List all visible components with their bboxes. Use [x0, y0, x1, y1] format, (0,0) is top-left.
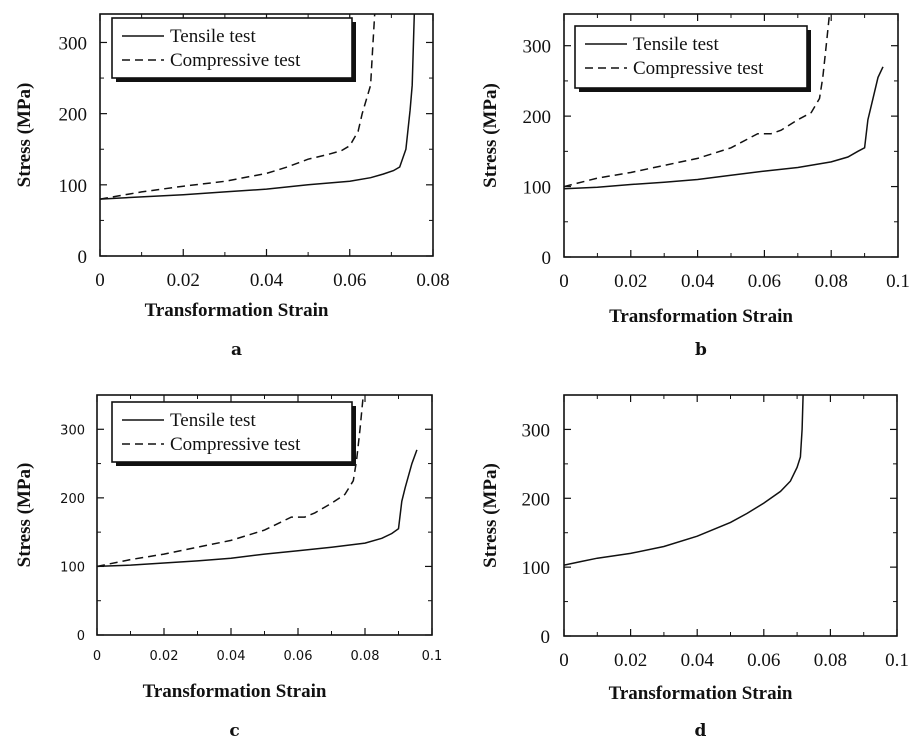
- x-tick-label: 0.1: [422, 649, 443, 664]
- x-tick-label: 0: [559, 271, 569, 292]
- panel-letter: b: [695, 340, 707, 360]
- y-tick-label: 300: [59, 33, 88, 54]
- compressive-test-line: [100, 14, 376, 200]
- legend-label: Tensile test: [170, 410, 256, 431]
- legend-box: [111, 17, 353, 79]
- x-tick-label: 0.08: [815, 271, 848, 292]
- tensile-test-line: [97, 449, 418, 568]
- y-tick-label: 0: [77, 629, 85, 644]
- tensile-test-line: [100, 14, 416, 200]
- y-axis-title: Stress (MPa): [480, 463, 501, 568]
- legend-box: [574, 25, 808, 89]
- x-tick-label: 0.06: [747, 650, 780, 671]
- x-tick-label: 0.02: [614, 271, 647, 292]
- plot-frame: [563, 394, 898, 637]
- panel-b-chart: 0 0.02 0.04 0.06 0.08 0.1 0 100 200 300 Transforma…: [480, 13, 910, 360]
- x-tick-label: 0.08: [814, 650, 847, 671]
- x-tick-label: 0: [559, 650, 569, 671]
- panel-c-chart: 0 0.02 0.04 0.06 0.08 0.1 0 100 200 300 Transforma…: [14, 394, 443, 741]
- x-tick-label: 0.08: [416, 270, 449, 291]
- y-axis-title: Stress (MPa): [480, 83, 501, 188]
- y-tick-label: 200: [59, 105, 88, 126]
- y-tick-label: 0: [78, 247, 88, 268]
- y-tick-label: 200: [523, 107, 552, 128]
- y-tick-label: 0: [542, 248, 552, 269]
- x-axis-title: Transformation Strain: [143, 681, 327, 702]
- x-tick-label: 0.06: [748, 271, 781, 292]
- y-tick-label: 100: [522, 558, 551, 579]
- x-tick-label: 0: [95, 270, 105, 291]
- panel-d-chart: 0 0.02 0.04 0.06 0.08 0.1 0 100 200 300 Transforma…: [480, 394, 909, 741]
- y-tick-label: 0: [541, 627, 551, 648]
- panel-letter: d: [695, 721, 707, 741]
- legend-label: Compressive test: [170, 50, 301, 71]
- x-tick-label: 0: [93, 649, 101, 664]
- y-tick-label: 100: [523, 178, 552, 199]
- legend-label: Compressive test: [170, 434, 301, 455]
- y-axis-title: Stress (MPa): [14, 83, 35, 188]
- x-axis-title: Transformation Strain: [609, 683, 793, 704]
- compressive-test-line: [564, 14, 831, 188]
- panel-a-chart: 0 0.02 0.04 0.06 0.08 0 100 200 300 Transformatio…: [14, 13, 450, 360]
- x-tick-label: 0.04: [681, 271, 715, 292]
- x-tick-label: 0.06: [284, 649, 313, 664]
- y-axis-title: Stress (MPa): [14, 463, 35, 568]
- x-axis-title: Transformation Strain: [609, 306, 793, 327]
- y-tick-label: 100: [60, 560, 85, 575]
- legend-label: Compressive test: [633, 58, 764, 79]
- x-tick-label: 0.06: [333, 270, 366, 291]
- x-tick-label: 0.04: [681, 650, 715, 671]
- panel-letter: a: [231, 340, 242, 360]
- panel-letter: c: [229, 721, 239, 741]
- legend-label: Tensile test: [633, 34, 719, 55]
- compressive-test-line: [97, 395, 365, 568]
- x-axis-title: Transformation Strain: [145, 300, 329, 321]
- x-tick-label: 0.02: [167, 270, 200, 291]
- tensile-test-line: [564, 66, 884, 190]
- x-tick-label: 0.04: [217, 649, 246, 664]
- x-tick-label: 0.04: [250, 270, 284, 291]
- y-tick-label: 300: [522, 420, 551, 441]
- y-tick-label: 200: [522, 489, 551, 510]
- tensile-test-line: [564, 395, 804, 566]
- y-tick-label: 300: [60, 423, 85, 438]
- y-tick-label: 300: [523, 37, 552, 58]
- y-tick-label: 200: [60, 492, 85, 507]
- y-tick-label: 100: [59, 176, 88, 197]
- x-tick-label: 0.1: [885, 650, 909, 671]
- x-tick-label: 0.08: [351, 649, 380, 664]
- x-tick-label: 0.02: [150, 649, 179, 664]
- x-tick-label: 0.1: [886, 271, 910, 292]
- x-tick-label: 0.02: [614, 650, 647, 671]
- legend-label: Tensile test: [170, 26, 256, 47]
- legend-box: [111, 401, 353, 463]
